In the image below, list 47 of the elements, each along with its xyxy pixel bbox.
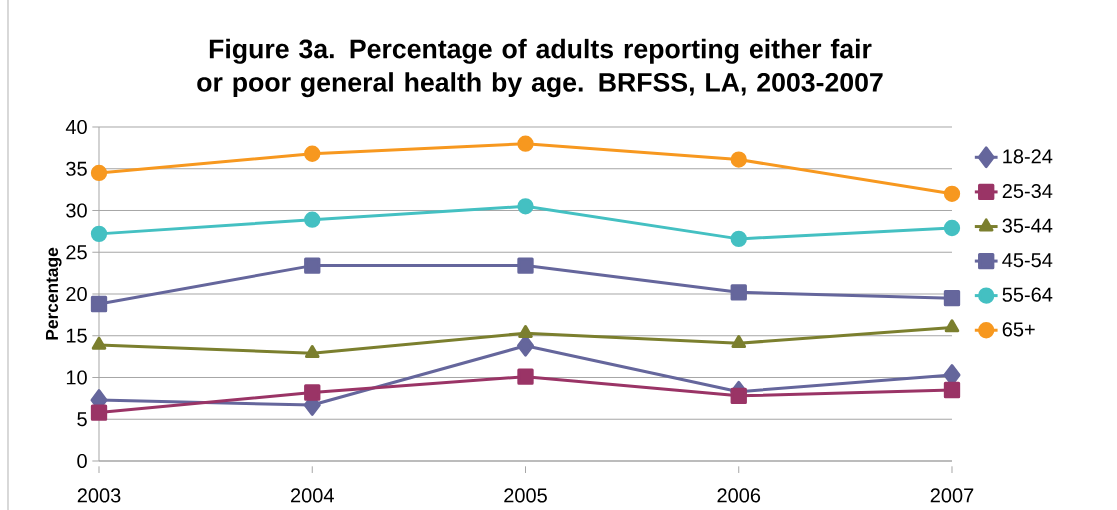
y-tick-label: 30	[66, 203, 87, 218]
point	[730, 284, 747, 301]
point	[730, 151, 747, 168]
y-tick-label: 35	[66, 161, 87, 176]
point	[304, 384, 321, 401]
y-axis-title: Percentage	[45, 247, 62, 340]
y-tick-label: 40	[65, 119, 87, 135]
legend-label: 18-24	[1003, 149, 1053, 164]
x-tick-label: 2006	[717, 488, 761, 503]
x-tick-label: 2004	[291, 488, 334, 503]
point	[304, 345, 320, 359]
point	[91, 336, 107, 350]
point	[90, 164, 108, 182]
point	[518, 325, 533, 339]
point	[304, 257, 321, 274]
point	[304, 145, 321, 162]
point	[730, 387, 747, 405]
point	[944, 319, 960, 333]
point	[731, 335, 747, 349]
y-tick-label: 25	[66, 245, 87, 260]
x-tick-label: 2003	[77, 488, 121, 503]
x-tick-label: 2005	[504, 488, 547, 503]
legend-label: 45-54	[1002, 253, 1053, 268]
x-tick-label: 2007	[930, 488, 974, 503]
point	[517, 257, 534, 274]
point	[90, 225, 108, 243]
legend-label: 65+	[1002, 322, 1035, 337]
point	[304, 211, 321, 228]
legend-label: 35-44	[1002, 218, 1053, 233]
legend-label: 55-64	[1002, 287, 1053, 302]
y-tick-label: 15	[66, 328, 87, 343]
point	[943, 219, 961, 237]
y-tick-label: 5	[77, 412, 87, 427]
y-tick-label: 10	[66, 370, 87, 385]
y-tick-label: 0	[77, 453, 87, 469]
y-tick-label: 20	[66, 286, 87, 302]
point	[730, 230, 747, 248]
point	[517, 368, 534, 385]
legend-label: 25-34	[1002, 183, 1053, 199]
point	[90, 295, 108, 313]
point	[943, 381, 961, 399]
chart-title: Figure 3a. Percentage of adults reporting either fair or poor general health by age. BRFSS, LA, 2003-2007	[197, 38, 883, 98]
point	[90, 404, 108, 421]
point	[517, 198, 534, 215]
point	[943, 185, 961, 202]
point	[943, 290, 961, 307]
point	[517, 135, 534, 152]
